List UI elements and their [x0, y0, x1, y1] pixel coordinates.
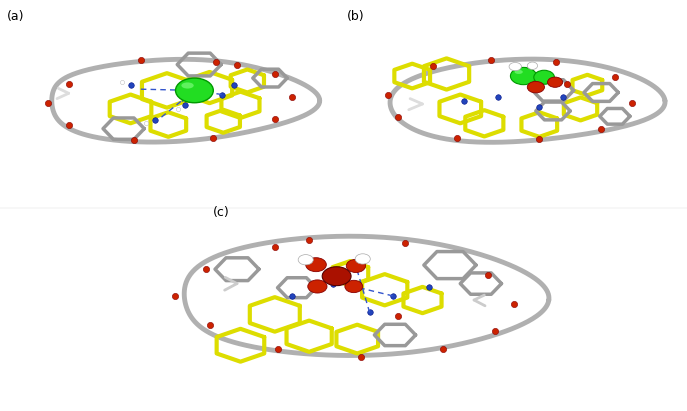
Ellipse shape: [534, 70, 554, 84]
Ellipse shape: [346, 259, 365, 272]
Ellipse shape: [528, 81, 544, 93]
Ellipse shape: [176, 78, 213, 103]
Ellipse shape: [510, 67, 537, 85]
Ellipse shape: [308, 280, 327, 293]
Ellipse shape: [548, 77, 563, 87]
Ellipse shape: [345, 280, 363, 293]
Ellipse shape: [509, 62, 521, 71]
Ellipse shape: [355, 254, 370, 264]
Ellipse shape: [298, 255, 313, 265]
Text: (a): (a): [7, 10, 24, 23]
Ellipse shape: [306, 258, 326, 272]
Ellipse shape: [515, 70, 523, 74]
Ellipse shape: [528, 62, 538, 69]
Text: (b): (b): [347, 10, 365, 23]
Ellipse shape: [181, 82, 194, 88]
Ellipse shape: [322, 267, 351, 286]
Text: (c): (c): [213, 206, 229, 219]
